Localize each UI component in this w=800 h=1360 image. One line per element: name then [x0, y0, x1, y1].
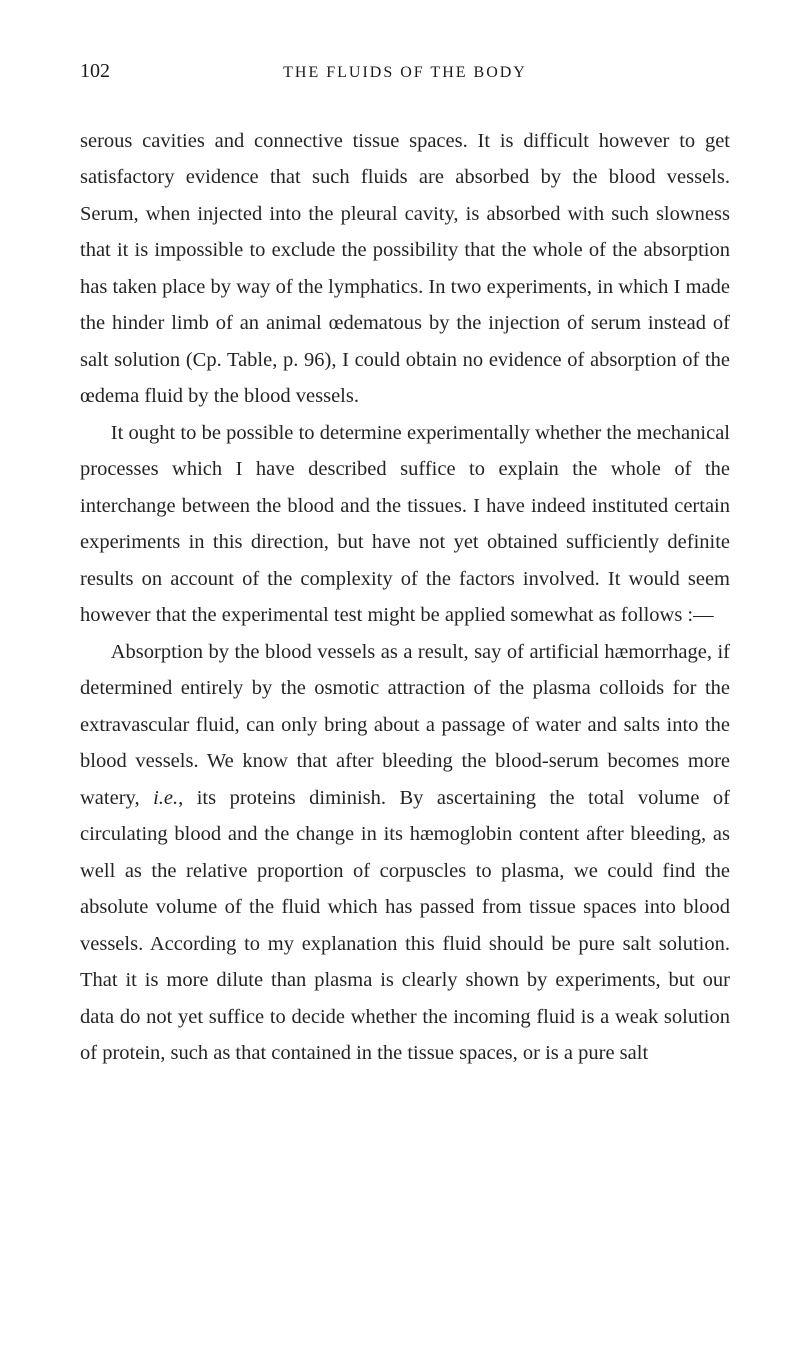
- p3-italic-ie: i.e.: [153, 787, 178, 809]
- page-header: 102 THE FLUIDS OF THE BODY: [80, 60, 730, 83]
- document-page: 102 THE FLUIDS OF THE BODY serous caviti…: [0, 0, 800, 1132]
- paragraph-2: It ought to be possible to determine exp…: [80, 415, 730, 634]
- paragraph-3: Absorption by the blood vessels as a res…: [80, 634, 730, 1072]
- page-number: 102: [80, 60, 110, 83]
- p3-text-part1: Absorption by the blood vessels as a res…: [80, 641, 730, 809]
- body-text: serous cavities and connective tissue sp…: [80, 123, 730, 1072]
- running-title: THE FLUIDS OF THE BODY: [283, 64, 527, 82]
- paragraph-1: serous cavities and connective tissue sp…: [80, 123, 730, 415]
- p3-text-part2: , its proteins diminish. By ascertaining…: [80, 787, 730, 1064]
